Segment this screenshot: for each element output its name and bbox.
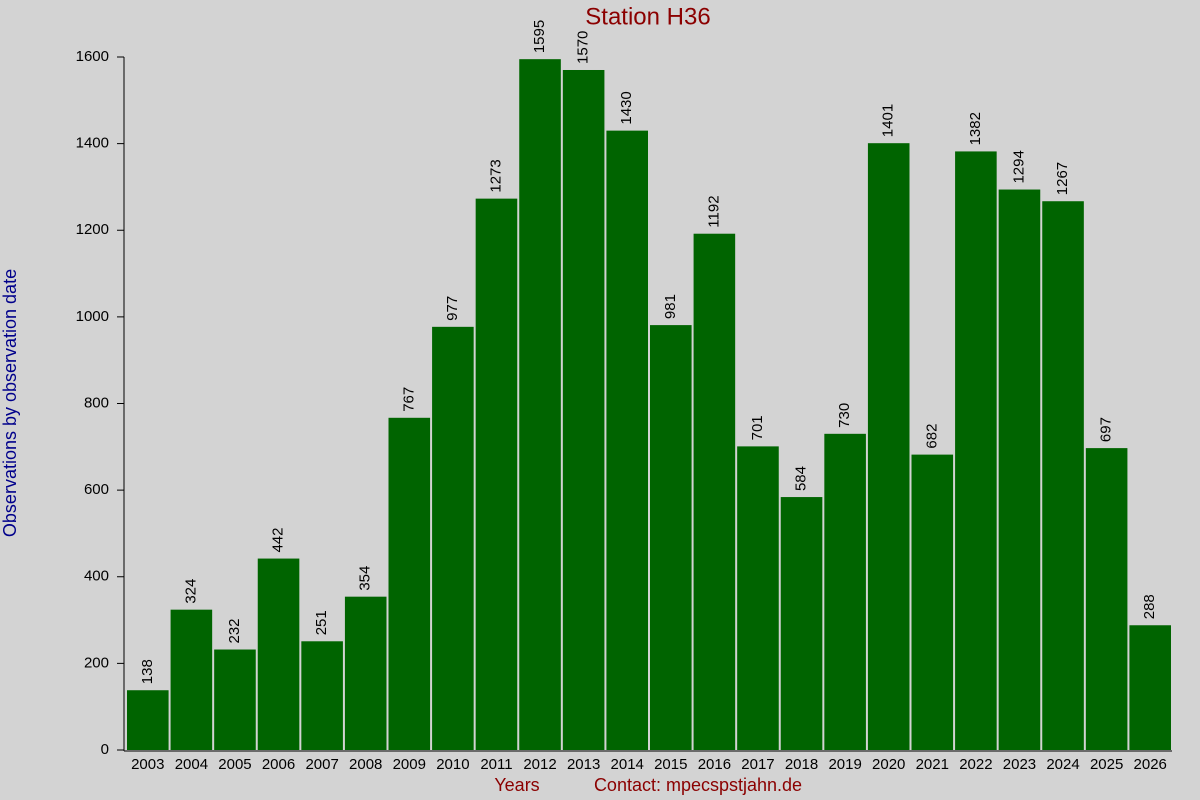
bar <box>606 130 648 751</box>
bar <box>432 326 474 750</box>
bar <box>737 446 779 750</box>
y-tick-label: 1200 <box>76 221 109 238</box>
value-label: 1570 <box>575 31 592 64</box>
value-label: 1401 <box>880 104 897 137</box>
value-label: 251 <box>313 610 330 635</box>
bar <box>1042 201 1084 751</box>
bar <box>214 649 256 750</box>
value-label: 1294 <box>1010 150 1027 183</box>
x-tick-label: 2022 <box>959 756 992 773</box>
bar <box>780 497 823 750</box>
bar <box>475 198 518 750</box>
value-label: 697 <box>1098 417 1115 442</box>
value-label: 138 <box>139 659 156 684</box>
y-tick-label: 1400 <box>76 135 109 152</box>
value-label: 767 <box>400 387 417 412</box>
y-tick-label: 0 <box>101 741 109 758</box>
contact: Contact: mpecspstjahn.de <box>594 775 802 795</box>
value-label: 354 <box>357 566 374 591</box>
x-tick-label: 2016 <box>698 756 731 773</box>
x-tick-label: 2005 <box>218 756 251 773</box>
bar <box>1085 448 1128 750</box>
value-label: 682 <box>923 424 940 449</box>
bar <box>650 325 692 750</box>
value-label: 584 <box>793 466 810 491</box>
x-tick-label: 2007 <box>305 756 338 773</box>
value-label: 701 <box>749 415 766 440</box>
x-tick-label: 2009 <box>393 756 426 773</box>
value-label: 1273 <box>487 159 504 192</box>
bar <box>519 59 561 750</box>
value-label: 1595 <box>531 20 548 53</box>
bar <box>955 151 997 750</box>
bar <box>301 641 343 750</box>
x-tick-label: 2021 <box>916 756 949 773</box>
y-tick-label: 600 <box>84 481 109 498</box>
x-tick-label: 2013 <box>567 756 600 773</box>
bar <box>824 433 866 750</box>
bar <box>911 454 954 750</box>
x-tick-label: 2010 <box>436 756 469 773</box>
bar <box>1129 625 1171 750</box>
y-tick-label: 400 <box>84 568 109 585</box>
bar <box>867 143 910 750</box>
x-tick-label: 2024 <box>1046 756 1079 773</box>
x-tick-label: 2017 <box>741 756 774 773</box>
value-label: 232 <box>226 618 243 643</box>
value-label: 442 <box>270 528 287 553</box>
bar <box>170 609 213 750</box>
x-tick-label: 2025 <box>1090 756 1123 773</box>
x-tick-label: 2020 <box>872 756 905 773</box>
x-tick-label: 2026 <box>1134 756 1167 773</box>
x-tick-label: 2015 <box>654 756 687 773</box>
y-tick-label: 1000 <box>76 308 109 325</box>
chart-title: Station H36 <box>585 3 710 30</box>
y-tick-label: 200 <box>84 654 109 671</box>
x-tick-label: 2003 <box>131 756 164 773</box>
bar <box>257 558 300 750</box>
value-label: 1430 <box>618 91 635 124</box>
value-label: 324 <box>182 579 199 604</box>
x-tick-label: 2006 <box>262 756 295 773</box>
x-tick-label: 2011 <box>480 756 512 773</box>
value-label: 1267 <box>1054 162 1071 195</box>
y-axis-label: Observations by observation date <box>0 269 20 537</box>
bar <box>388 417 431 750</box>
x-tick-label: 2018 <box>785 756 818 773</box>
value-label: 977 <box>444 296 461 321</box>
value-label: 288 <box>1141 594 1158 619</box>
bar <box>998 189 1041 750</box>
y-tick-label: 1600 <box>76 48 109 65</box>
y-tick-label: 800 <box>84 394 109 411</box>
x-axis-label: Years <box>494 775 539 795</box>
x-tick-label: 2019 <box>828 756 861 773</box>
x-tick-label: 2023 <box>1003 756 1036 773</box>
x-tick-label: 2004 <box>175 756 208 773</box>
x-tick-label: 2008 <box>349 756 382 773</box>
value-label: 730 <box>836 403 853 428</box>
bar <box>344 596 387 750</box>
bar <box>693 233 736 751</box>
value-label: 1382 <box>967 112 984 145</box>
value-label: 981 <box>662 294 679 319</box>
value-label: 1192 <box>705 195 722 227</box>
bar <box>562 69 605 750</box>
x-tick-label: 2012 <box>523 756 556 773</box>
x-tick-label: 2014 <box>611 756 644 773</box>
bar <box>127 690 169 750</box>
